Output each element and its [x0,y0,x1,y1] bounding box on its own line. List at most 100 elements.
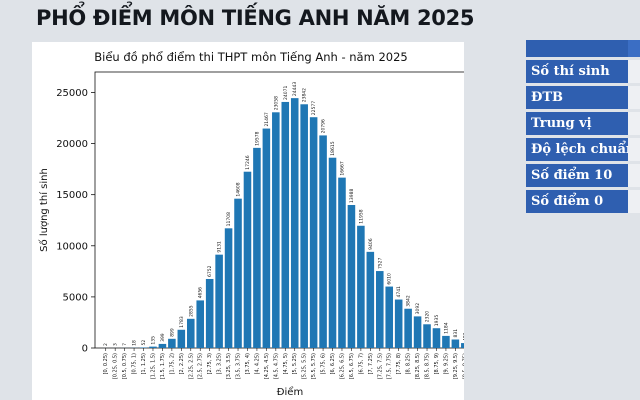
stats-row-candidates: Số thí sinh [526,60,640,83]
stats-table: Số thí sinh ĐTB Trung vị Độ lệch chuẩn S… [526,40,640,213]
bar-value-label: 4741 [396,286,402,298]
bar-value-label: 22577 [311,101,317,115]
bar [290,98,299,349]
x-tick-label: [2.25, 2.5) [188,353,194,379]
x-tick-label: [8.5, 8.75) [425,353,431,379]
stats-row-score-10: Số điểm 10 [526,164,640,187]
x-tick-label: [3.25, 3.5) [226,353,232,379]
bar-value-label: 3 [113,343,119,346]
stats-label: Số điểm 0 [531,194,604,209]
bar-value-label: 4656 [198,287,204,299]
bar-value-label: 20796 [321,119,327,133]
bar-value-label: 7 [122,343,128,346]
x-axis-label: Điểm [277,385,303,398]
bar [300,104,308,349]
x-tick-label: [9, 9.25) [443,353,449,374]
y-tick-label: 25000 [56,88,88,99]
x-tick-label: [2.5, 2.75) [198,353,204,379]
bar-value-label: 899 [169,328,175,337]
x-tick-label: [6.5, 6.75) [349,353,355,379]
bar-value-label: 18 [132,340,138,346]
x-tick-label: [5.5, 5.75) [311,353,317,379]
stats-value [628,190,640,213]
x-tick-label: [3, 3.25) [217,353,223,374]
bar [281,101,290,348]
bar [366,251,375,348]
bar [423,324,431,348]
bar-value-label: 6752 [207,265,213,277]
bar-value-label: 14608 [236,182,242,196]
bar-value-label: 399 [160,333,166,342]
x-tick-label: [5.25, 5.5) [302,353,308,379]
bar-value-label: 19578 [254,131,260,145]
stats-row-average: ĐTB [526,86,640,109]
stats-row-score-0: Số điểm 0 [526,190,640,213]
page-heading: PHỔ ĐIỂM MÔN TIẾNG ANH NĂM 2025 [36,6,475,30]
x-tick-label: [1, 1.25) [141,353,147,374]
bar [404,308,412,348]
y-tick-label: 0 [82,344,88,355]
bar [177,329,186,348]
bar [385,286,394,348]
x-tick-label: [7.75, 8) [396,353,402,374]
x-tick-label: [5, 5.25) [292,353,298,374]
bar [234,198,242,348]
bar [442,335,450,348]
bar-value-label: 3842 [406,295,412,307]
x-tick-label: [6, 6.25) [330,353,336,374]
x-tick-label: [1.75, 2) [169,353,175,374]
bar-value-label: 18615 [330,141,336,155]
x-tick-label: [9.25, 9.5) [453,353,459,379]
bar-value-label: 52 [141,340,147,346]
bar-value-label: 7527 [377,257,383,269]
bar-value-label: 21467 [264,112,270,126]
stats-label: ĐTB [531,90,564,105]
bar [394,299,403,348]
bar-value-label: 13988 [349,189,355,203]
bar-value-label: 17246 [245,155,251,169]
x-tick-label: [4.75, 5) [283,353,289,374]
bar-value-label: 11958 [358,209,364,223]
x-tick-label: [7, 7.25) [368,353,374,374]
stats-label: Trung vị [531,116,592,131]
score-distribution-chart: Biểu đồ phổ điểm thi THPT môn Tiếng Anh … [38,50,464,398]
stats-table-header [526,40,640,57]
x-tick-label: [4.25, 4.5) [264,353,270,379]
x-tick-label: [7.5, 7.75) [387,353,393,379]
x-tick-label: [4.5, 4.75) [273,353,279,379]
bar [451,339,460,348]
bar-value-label: 135 [150,336,156,345]
bar [413,316,422,348]
bar-value-label: 2 [103,343,109,346]
bar-value-label: 482 [462,332,464,341]
stats-value [628,112,640,135]
bar [272,112,280,349]
x-tick-label: [9.5, 9.75) [462,353,464,379]
bar [375,271,384,348]
x-tick-label: [8.75, 9) [434,353,440,374]
x-tick-label: [5.75, 6) [321,353,327,374]
y-axis: 0 5000 10000 15000 20000 25000 [56,88,95,355]
stats-row-median: Trung vị [526,112,640,135]
x-tick-label: [3.75, 4) [245,353,251,374]
stats-value [628,60,640,83]
bar-value-label: 9406 [368,238,374,250]
plot-frame [94,71,464,349]
y-tick-label: 10000 [56,241,88,252]
bar-series [101,98,464,349]
bar-value-label: 2855 [188,305,194,317]
y-tick-label: 15000 [56,190,88,201]
x-tick-label: [6.75, 7) [358,353,364,374]
bar [309,117,318,348]
stats-value [628,86,640,109]
bar-value-label: 16667 [339,161,345,175]
bar-value-label: 11708 [226,212,232,226]
stats-label: Số điểm 10 [531,168,613,183]
bar [319,135,327,348]
bar [347,205,356,348]
chart-panel: Biểu đồ phổ điểm thi THPT môn Tiếng Anh … [32,42,464,400]
bar [432,328,441,348]
bar [149,346,157,348]
x-tick-label: [7.25, 7.5) [377,353,383,379]
y-axis-label: Số lượng thí sinh [38,168,50,252]
